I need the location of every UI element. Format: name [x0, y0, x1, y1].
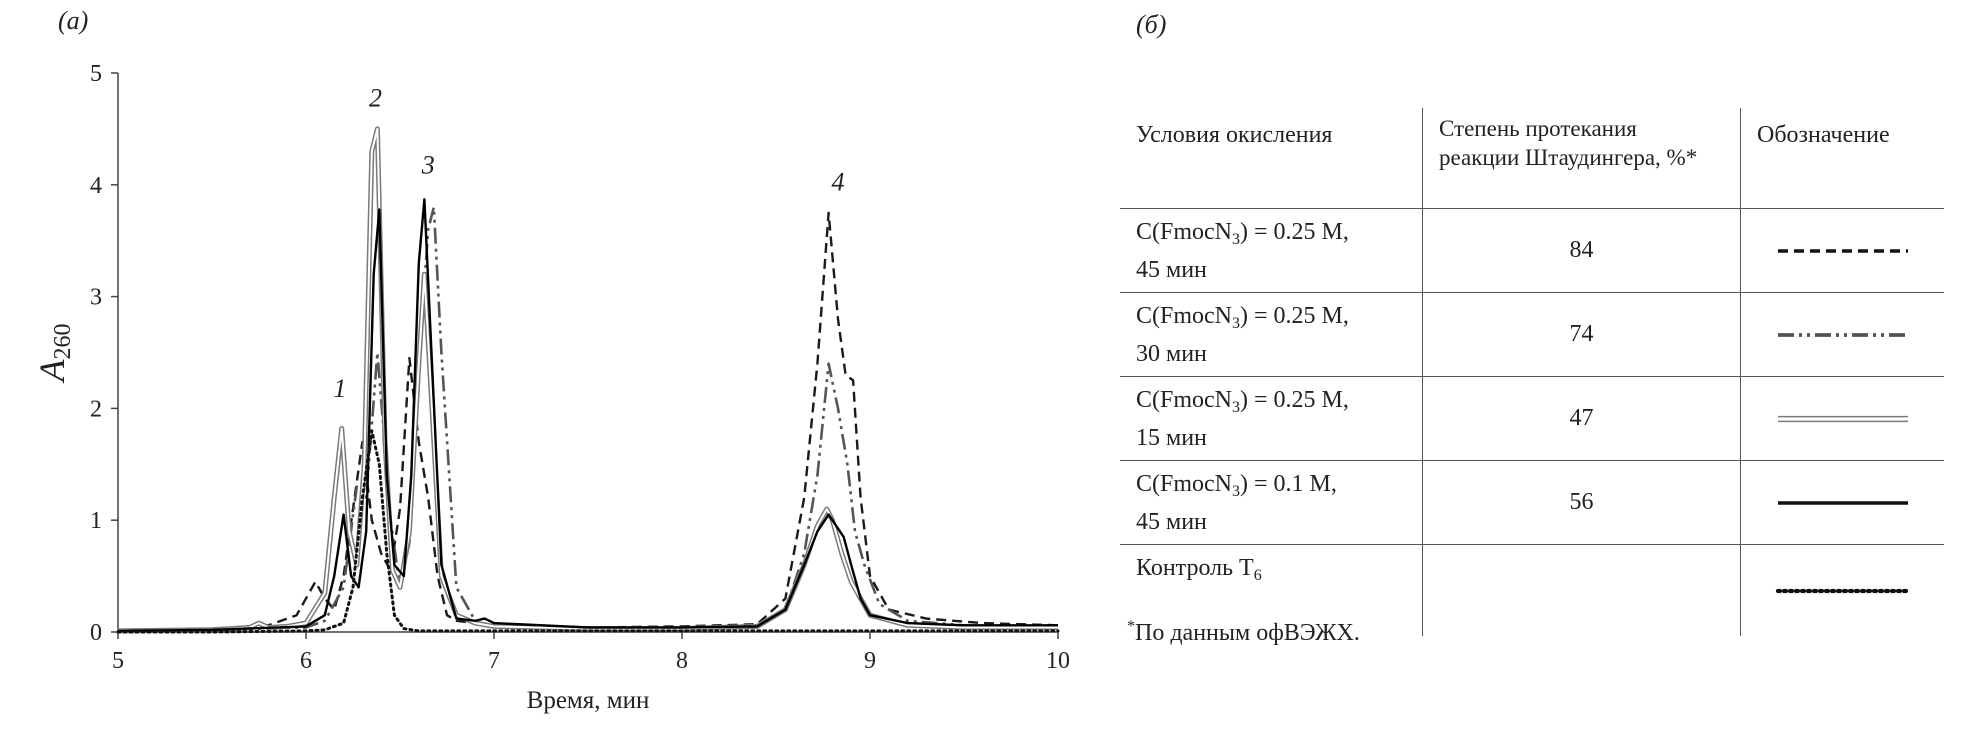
- series-line-solid: [117, 198, 1058, 633]
- condition-text: C(FmocN3) = 0.25 M,: [1136, 301, 1406, 339]
- header-degree: Степень протекания реакции Штаудингера, …: [1422, 108, 1741, 209]
- y-axis-title-sub: 260: [50, 324, 76, 360]
- condition-cell: C(FmocN3) = 0.1 M, 45 мин: [1120, 460, 1423, 545]
- condition-cond-sub: 3: [1232, 230, 1240, 248]
- series-line-dashed: [117, 211, 1059, 633]
- condition-cell: C(FmocN3) = 0.25 M, 15 мин: [1120, 376, 1423, 461]
- x-tick-label: 10: [1046, 648, 1070, 674]
- condition-cond-suffix: ) = 0.25 M,: [1240, 386, 1349, 413]
- condition-cond-prefix: C(FmocN: [1136, 386, 1232, 413]
- table-row: C(FmocN3) = 0.25 M, 15 мин 47: [1120, 376, 1944, 461]
- chart-series-layer: [116, 126, 1060, 634]
- peak-label: 3: [421, 151, 435, 180]
- table-body: C(FmocN3) = 0.25 M, 45 мин 84 C(FmocN3) = 0…: [1120, 208, 1944, 636]
- legend-line-swatch: [1777, 248, 1908, 253]
- table-header-row: Условия окисления Степень протекания реа…: [1120, 108, 1944, 209]
- x-tick-label: 6: [300, 648, 312, 674]
- y-tick-label: 4: [90, 173, 102, 199]
- y-tick-label: 5: [90, 61, 102, 87]
- condition-cond-prefix: C(FmocN: [1136, 470, 1232, 497]
- chart-labels-layer: 1 2 3 4: [333, 84, 844, 404]
- condition-cell: C(FmocN3) = 0.25 M, 30 мин: [1120, 292, 1423, 377]
- condition-cond-suffix: ) = 0.25 M,: [1240, 302, 1349, 329]
- designation-cell: [1740, 544, 1944, 636]
- degree-cell: 74: [1422, 292, 1741, 377]
- condition-cell: Контроль T6: [1120, 544, 1423, 636]
- peak-label: 4: [832, 167, 845, 196]
- series-line-dash-dot-dot: [117, 205, 1059, 633]
- y-tick-label: 3: [90, 285, 102, 311]
- series-line-double-gray: [117, 126, 1058, 634]
- x-tick-label: 5: [112, 648, 124, 674]
- header-degree-line2: реакции Штаудингера, %*: [1439, 145, 1698, 170]
- x-tick-label: 8: [676, 648, 688, 674]
- y-tick-label: 2: [90, 396, 102, 422]
- condition-cond-sub: 3: [1232, 398, 1240, 416]
- condition-cond-suffix: ) = 0.25 M,: [1240, 218, 1349, 245]
- conditions-table-area: Условия окисления Степень протекания реа…: [1120, 108, 1944, 636]
- condition-cond-prefix: C(FmocN: [1136, 218, 1232, 245]
- degree-cell: 47: [1422, 376, 1741, 461]
- peak-label: 1: [333, 374, 346, 403]
- degree-cell: 56: [1422, 460, 1741, 545]
- designation-cell: [1740, 292, 1944, 377]
- degree-cell: [1422, 544, 1741, 636]
- y-tick-label: 1: [90, 508, 102, 534]
- condition-cell: C(FmocN3) = 0.25 M, 45 мин: [1120, 208, 1423, 293]
- designation-cell: [1740, 208, 1944, 293]
- condition-cond-sub: 6: [1253, 567, 1262, 584]
- header-conditions: Условия окисления: [1136, 122, 1333, 148]
- condition-text: Контроль T6: [1136, 553, 1406, 591]
- condition-cond-sub: 3: [1232, 482, 1240, 500]
- legend-line-swatch: [1777, 500, 1908, 505]
- degree-cell: 84: [1422, 208, 1741, 293]
- x-tick-label: 9: [864, 648, 876, 674]
- chromatogram-chart: 5 6 7 8 9 10 0 1 2 3 4 5 Время, мин A260 1 2 3 4: [32, 61, 1070, 714]
- designation-cell: [1740, 376, 1944, 461]
- x-tick-label: 7: [488, 648, 500, 674]
- condition-line2: 45 мин: [1136, 256, 1207, 283]
- table-row: Контроль T6: [1120, 544, 1944, 636]
- condition-cond-sub: 3: [1232, 314, 1240, 332]
- header-designation: Обозначение: [1740, 108, 1944, 209]
- footnote-text: По данным офВЭЖХ.: [1135, 620, 1360, 646]
- footnote-mark: *: [1127, 618, 1135, 635]
- designation-cell: [1740, 460, 1944, 545]
- panel-b-label: (б): [1136, 10, 1167, 39]
- legend-line-swatch: [1777, 415, 1908, 422]
- condition-cond-prefix: Контроль T: [1136, 555, 1254, 581]
- header-degree-line1: Степень протекания: [1439, 116, 1637, 141]
- chart-axes: 5 6 7 8 9 10 0 1 2 3 4 5 Время, мин A260: [32, 61, 1070, 714]
- table-row: C(FmocN3) = 0.25 M, 45 мин 84: [1120, 208, 1944, 293]
- footnote: *По данным офВЭЖХ.: [1127, 618, 1360, 647]
- series-line-double-gray: [117, 127, 1058, 632]
- table-row: C(FmocN3) = 0.25 M, 30 мин 74: [1120, 292, 1944, 377]
- panel-a-label: (а): [58, 6, 89, 35]
- condition-cond-suffix: ) = 0.1 M,: [1240, 470, 1337, 497]
- condition-text: C(FmocN3) = 0.1 M,: [1136, 469, 1406, 507]
- y-axis-title-main: A: [32, 359, 72, 384]
- conditions-table: Условия окисления Степень протекания реа…: [1120, 108, 1944, 636]
- peak-label: 2: [369, 84, 382, 113]
- y-axis-title: A260: [32, 324, 76, 384]
- legend-line-swatch: [1775, 588, 1910, 593]
- y-tick-label: 0: [90, 620, 102, 646]
- condition-cond-prefix: C(FmocN: [1136, 302, 1232, 329]
- condition-line2: 15 мин: [1136, 424, 1207, 451]
- condition-text: C(FmocN3) = 0.25 M,: [1136, 217, 1406, 255]
- series-line-dotted: [116, 429, 1060, 634]
- condition-line2: 45 мин: [1136, 508, 1207, 535]
- table-row: C(FmocN3) = 0.1 M, 45 мин 56: [1120, 460, 1944, 545]
- x-axis-title: Время, мин: [527, 687, 650, 714]
- condition-text: C(FmocN3) = 0.25 M,: [1136, 385, 1406, 423]
- condition-line2: 30 мин: [1136, 340, 1207, 367]
- legend-line-swatch: [1777, 332, 1908, 337]
